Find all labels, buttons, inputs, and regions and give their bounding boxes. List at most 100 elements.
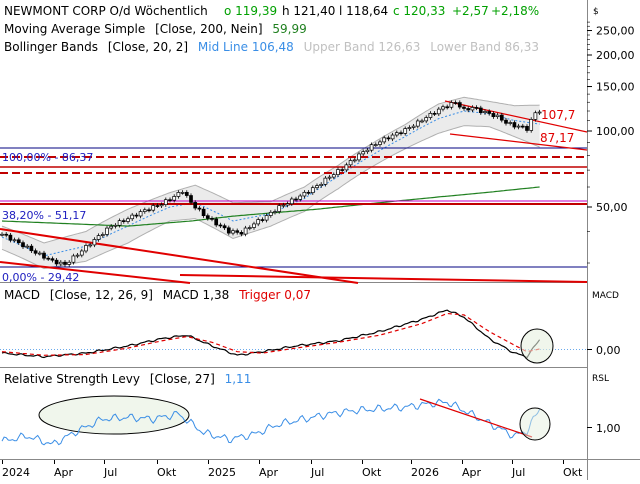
candle-body bbox=[407, 127, 412, 129]
macd-trigger-line bbox=[1, 312, 540, 356]
open-value: o 119,39 bbox=[224, 4, 277, 18]
macd-legend-trigger: Trigger 0,07 bbox=[238, 288, 311, 302]
upper-channel-label: 107,7 bbox=[541, 108, 575, 122]
down-trend-line-2 bbox=[0, 261, 191, 284]
candle-body bbox=[415, 120, 420, 127]
candle-body bbox=[294, 198, 298, 201]
candle-body bbox=[323, 177, 328, 185]
candle-body bbox=[285, 203, 290, 206]
candle-body bbox=[268, 211, 273, 216]
candle-body bbox=[201, 208, 206, 217]
price-tick-label: 100,00 bbox=[596, 125, 635, 138]
macd-line bbox=[1, 309, 541, 359]
candle-body bbox=[336, 169, 340, 175]
rsl-trend-line bbox=[419, 398, 533, 438]
candle-body bbox=[457, 102, 462, 108]
time-tick-label: 2026 bbox=[411, 466, 439, 479]
candle-body bbox=[16, 239, 21, 244]
candle-body bbox=[331, 174, 336, 178]
candle-body bbox=[105, 227, 109, 235]
candle-body bbox=[189, 195, 193, 203]
candle-body bbox=[58, 261, 63, 265]
time-tick-label: Apr bbox=[462, 466, 482, 479]
bb-legend-label: Bollinger Bands bbox=[4, 40, 98, 54]
candle-body bbox=[193, 202, 198, 209]
rsl-highlight-circle bbox=[519, 407, 551, 441]
candle-body bbox=[390, 134, 395, 140]
candle-body bbox=[100, 234, 105, 236]
time-tick-label: 2025 bbox=[208, 466, 236, 479]
candle-body bbox=[327, 176, 332, 179]
bb-legend: Bollinger Bands [Close, 20, 2] Mid Line … bbox=[4, 40, 539, 54]
candle-body bbox=[302, 191, 307, 197]
candle-body bbox=[218, 224, 223, 227]
lower-channel-label: 87,17 bbox=[540, 131, 574, 145]
candle-body bbox=[210, 218, 214, 220]
candle-body bbox=[147, 209, 151, 212]
time-tick-label: Jul bbox=[511, 466, 525, 479]
macd-legend: MACD [Close, 12, 26, 9] MACD 1,38 Trigge… bbox=[4, 288, 311, 302]
bollinger-lower-band bbox=[1, 125, 540, 270]
ohlc-values: o 119,39 bbox=[224, 4, 277, 18]
currency-label: $ bbox=[593, 7, 599, 17]
time-tick-label: Okt bbox=[362, 466, 382, 479]
candle-body bbox=[239, 232, 244, 235]
sma-legend: Moving Average Simple [Close, 200, Nein]… bbox=[4, 22, 307, 36]
candle-body bbox=[441, 106, 445, 110]
channel-upper-line bbox=[444, 100, 588, 133]
candle-body bbox=[428, 112, 433, 118]
candle-body bbox=[403, 128, 408, 134]
chart-title: NEWMONT CORP O/d Wöchentlich bbox=[4, 4, 208, 18]
sma-legend-params: [Close, 200, Nein] bbox=[155, 22, 263, 36]
candle-body bbox=[92, 239, 97, 246]
rsl-legend: Relative Strength Levy [Close, 27] 1,11 bbox=[4, 372, 251, 386]
candle-body bbox=[63, 261, 67, 265]
candle-body bbox=[495, 114, 500, 118]
rsl-tick-one: 1,00 bbox=[596, 422, 621, 435]
candle-body bbox=[373, 144, 378, 146]
macd-tick-zero: 0,00 bbox=[596, 344, 621, 357]
bb-legend-upper: Upper Band 126,63 bbox=[304, 40, 421, 54]
candle-body bbox=[420, 120, 424, 123]
candle-body bbox=[504, 119, 508, 124]
candle-body bbox=[12, 239, 17, 242]
candle-body bbox=[537, 111, 542, 114]
price-tick-label: 150,00 bbox=[596, 81, 635, 94]
candle-body bbox=[264, 215, 269, 221]
candle-body bbox=[117, 220, 122, 226]
candle-body bbox=[344, 164, 349, 171]
candle-body bbox=[155, 205, 160, 207]
bb-legend-params: [Close, 20, 2] bbox=[108, 40, 188, 54]
bollinger-mid-line bbox=[1, 110, 540, 257]
macd-legend-value: MACD 1,38 bbox=[163, 288, 230, 302]
candle-body bbox=[357, 153, 361, 161]
candle-body bbox=[226, 227, 231, 234]
candle-body bbox=[46, 257, 51, 260]
low-value: l 118,64 bbox=[339, 4, 388, 18]
candle-body bbox=[273, 211, 277, 213]
bb-legend-lower: Lower Band 86,33 bbox=[430, 40, 539, 54]
candle-body bbox=[449, 102, 454, 108]
macd-highlight-circle bbox=[520, 328, 554, 364]
candle-body bbox=[134, 214, 139, 217]
candle-body bbox=[432, 112, 437, 115]
rsl-legend-params: [Close, 27] bbox=[150, 372, 215, 386]
candle-body bbox=[436, 108, 441, 115]
candle-body bbox=[470, 107, 475, 111]
candle-body bbox=[411, 125, 416, 128]
candle-body bbox=[478, 107, 483, 114]
candle-body bbox=[126, 218, 130, 222]
time-tick-label: Jul bbox=[103, 466, 117, 479]
price-axis: 250,00 200,00 150,00 100,00 50,00 bbox=[587, 21, 635, 264]
candle-body bbox=[445, 106, 450, 109]
price-panel bbox=[0, 96, 588, 284]
rsl-panel: Relative Strength Levy [Close, 27] 1,11 … bbox=[1, 372, 621, 446]
candle-body bbox=[281, 204, 286, 207]
close-value: c 120,33 bbox=[393, 4, 445, 18]
time-tick-label: Okt bbox=[157, 466, 177, 479]
candle-body bbox=[88, 244, 93, 247]
candle-body bbox=[525, 126, 529, 131]
change-pct-value: +2,18% bbox=[491, 4, 539, 18]
candle-body bbox=[109, 225, 114, 229]
rsl-legend-value: 1,11 bbox=[225, 372, 252, 386]
